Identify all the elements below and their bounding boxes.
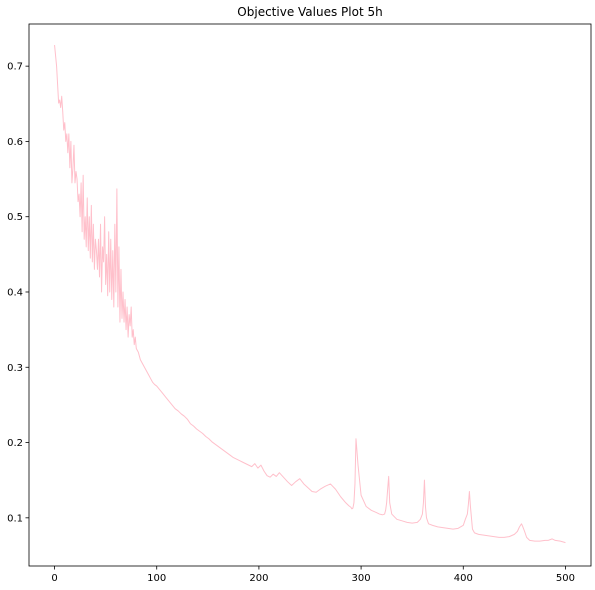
y-tick-label: 0.7: [7, 62, 23, 73]
x-tick-label: 0: [51, 573, 57, 584]
x-tick-label: 400: [454, 573, 473, 584]
x-tick-label: 500: [556, 573, 575, 584]
y-tick-label: 0.3: [7, 363, 23, 374]
y-tick-label: 0.4: [7, 287, 23, 298]
x-tick-label: 300: [352, 573, 371, 584]
series-layer: [54, 45, 566, 544]
y-tick-label: 0.1: [7, 513, 23, 524]
y-tick-label: 0.5: [7, 212, 23, 223]
y-tick-label: 0.2: [7, 438, 23, 449]
series-line-0: [54, 45, 566, 544]
x-tick-label: 100: [147, 573, 166, 584]
plot-frame: [28, 23, 592, 567]
y-tick-label: 0.6: [7, 137, 23, 148]
y-axis: 0.1 0.2 0.3 0.4 0.5 0.6 0.7: [7, 62, 29, 524]
x-tick-label: 200: [249, 573, 268, 584]
chart-title: Objective Values Plot 5h: [237, 5, 383, 19]
x-axis: 0 100 200 300 400 500: [51, 566, 575, 584]
